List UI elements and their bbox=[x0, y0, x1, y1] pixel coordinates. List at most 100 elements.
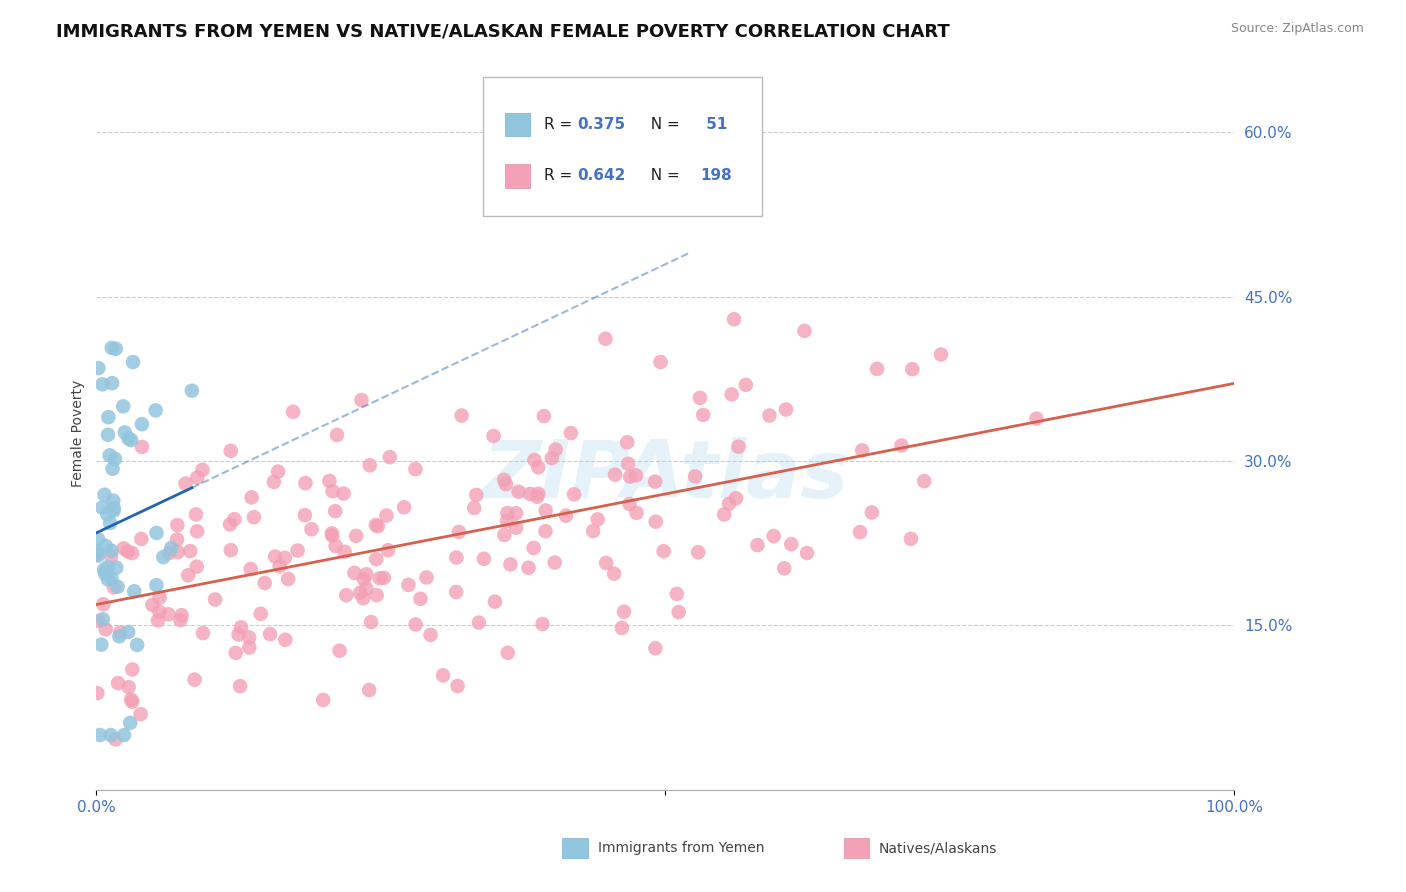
Point bbox=[713, 508, 735, 522]
Point bbox=[505, 520, 527, 534]
Point bbox=[86, 544, 108, 558]
Point bbox=[723, 312, 745, 326]
Point bbox=[104, 342, 127, 356]
Point bbox=[91, 612, 114, 626]
Point bbox=[184, 508, 207, 522]
Point bbox=[1025, 411, 1047, 425]
Point bbox=[97, 572, 120, 586]
Point bbox=[94, 623, 117, 637]
Point bbox=[900, 532, 922, 546]
Bar bbox=[505, 164, 530, 187]
Point bbox=[758, 409, 780, 423]
Point bbox=[100, 549, 122, 564]
Point bbox=[94, 539, 117, 553]
Point bbox=[446, 550, 468, 565]
Point bbox=[146, 613, 169, 627]
Point bbox=[121, 695, 143, 709]
Point bbox=[131, 532, 153, 546]
Text: 198: 198 bbox=[700, 169, 733, 184]
Point bbox=[103, 501, 125, 516]
Point bbox=[86, 547, 108, 561]
Point bbox=[367, 519, 389, 533]
Point bbox=[603, 467, 626, 482]
Text: Immigrants from Yemen: Immigrants from Yemen bbox=[598, 841, 763, 855]
Point bbox=[523, 453, 546, 467]
Point bbox=[259, 627, 281, 641]
Point bbox=[562, 487, 585, 501]
Point bbox=[131, 417, 153, 432]
Point bbox=[323, 504, 346, 518]
Point bbox=[166, 518, 188, 533]
Point bbox=[353, 572, 375, 586]
Point bbox=[495, 477, 517, 491]
Point bbox=[683, 469, 706, 483]
Point bbox=[665, 587, 688, 601]
Point bbox=[415, 570, 437, 584]
Point bbox=[91, 377, 114, 392]
Point bbox=[98, 516, 121, 530]
Point bbox=[97, 560, 120, 574]
Point bbox=[773, 561, 796, 575]
Point bbox=[166, 545, 188, 559]
Point bbox=[465, 488, 488, 502]
Point bbox=[301, 522, 323, 536]
Point bbox=[87, 533, 110, 547]
Point bbox=[312, 693, 335, 707]
Point bbox=[149, 591, 172, 605]
Point bbox=[104, 732, 127, 747]
Point bbox=[866, 362, 889, 376]
Point bbox=[617, 457, 640, 471]
Point bbox=[444, 585, 467, 599]
Point bbox=[929, 347, 952, 361]
Point bbox=[360, 615, 382, 629]
Point bbox=[101, 376, 124, 391]
Point bbox=[540, 451, 562, 466]
Text: N =: N = bbox=[641, 117, 685, 132]
Point bbox=[91, 500, 114, 515]
Point bbox=[94, 566, 117, 581]
Point bbox=[103, 503, 125, 517]
Point bbox=[239, 562, 262, 576]
Point bbox=[104, 451, 127, 466]
Point bbox=[613, 605, 636, 619]
Point bbox=[734, 377, 756, 392]
Y-axis label: Female Poverty: Female Poverty bbox=[72, 380, 86, 487]
Point bbox=[281, 405, 304, 419]
Point bbox=[720, 387, 742, 401]
Point bbox=[322, 484, 344, 499]
Point bbox=[225, 646, 247, 660]
Point bbox=[333, 545, 356, 559]
Point bbox=[496, 514, 519, 528]
Point bbox=[901, 362, 924, 376]
Text: R =: R = bbox=[544, 169, 576, 184]
Point bbox=[120, 692, 142, 706]
Point bbox=[644, 641, 666, 656]
Point bbox=[108, 629, 131, 643]
Point bbox=[145, 403, 167, 417]
Point bbox=[131, 440, 153, 454]
Point bbox=[555, 508, 578, 523]
Point bbox=[180, 384, 202, 398]
Point bbox=[890, 438, 912, 452]
Point bbox=[318, 474, 340, 488]
Point bbox=[392, 500, 415, 515]
Point bbox=[264, 549, 287, 564]
Point bbox=[103, 580, 125, 594]
Point bbox=[112, 400, 135, 414]
Point bbox=[243, 510, 266, 524]
Point bbox=[544, 442, 567, 457]
Point bbox=[499, 558, 522, 572]
Point bbox=[93, 563, 115, 577]
Point bbox=[148, 605, 170, 619]
Point bbox=[496, 506, 519, 520]
Point bbox=[747, 538, 769, 552]
Point bbox=[228, 627, 250, 641]
Point bbox=[405, 617, 427, 632]
Point bbox=[534, 503, 557, 517]
Point bbox=[186, 524, 208, 539]
Point bbox=[87, 614, 110, 628]
Point bbox=[97, 427, 120, 442]
Point bbox=[191, 626, 214, 640]
Point bbox=[359, 683, 381, 698]
Point bbox=[796, 546, 818, 560]
